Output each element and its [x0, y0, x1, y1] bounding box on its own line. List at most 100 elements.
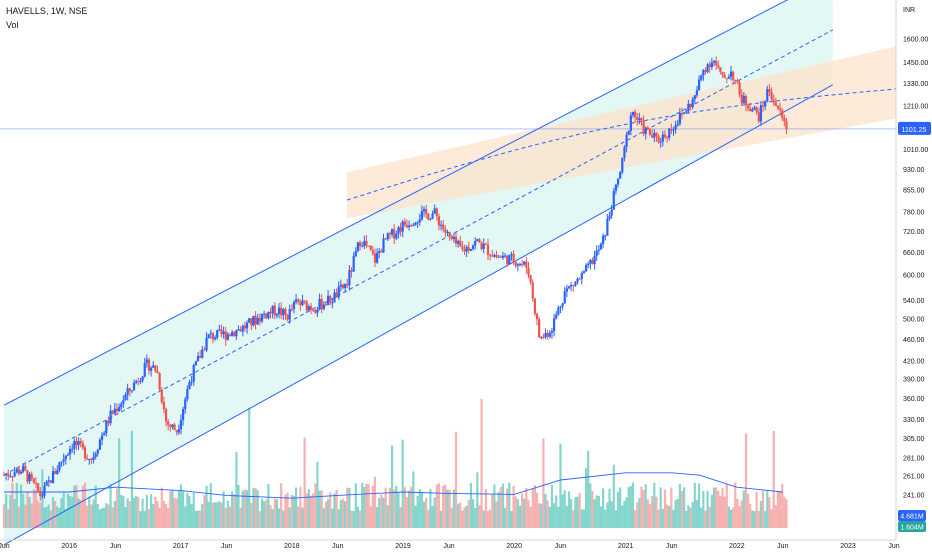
volume-bar [697, 483, 701, 528]
candle-body [476, 239, 479, 242]
volume-bar [614, 510, 618, 528]
candle-body [177, 429, 180, 433]
candle-body [280, 307, 283, 316]
volume-bar [674, 500, 677, 528]
volume-bar [224, 507, 227, 528]
volume-bar [621, 505, 624, 528]
candle-body [90, 458, 93, 460]
volume-bar [395, 485, 398, 528]
candle-body [380, 251, 383, 253]
candle-body [510, 254, 513, 256]
candle-body [17, 469, 21, 474]
volume-bar [322, 508, 325, 528]
volume-bar [350, 510, 353, 528]
volume-bar [280, 483, 283, 528]
volume-bar [708, 506, 711, 528]
candle-body [655, 132, 658, 137]
candle-body [186, 388, 189, 400]
candle-body [145, 359, 148, 364]
candle-body [395, 233, 398, 239]
y-tick-label: 600.00 [903, 273, 925, 280]
candle-body [702, 70, 705, 76]
volume-bar [11, 483, 14, 528]
candle-body [474, 241, 477, 246]
candle-body [354, 250, 357, 257]
volume-bar [39, 502, 42, 528]
volume-bar [616, 491, 620, 528]
candle-body [22, 465, 25, 472]
volume-bar [480, 398, 483, 528]
volume-bar [386, 505, 389, 528]
volume-bar [371, 485, 374, 528]
candle-body [570, 284, 573, 287]
volume-bar [68, 495, 72, 528]
x-tick-label: Jun [888, 543, 899, 550]
candle-body [83, 447, 87, 459]
volume-bar [128, 501, 131, 528]
volume-bar [265, 499, 268, 528]
candle-body [589, 259, 592, 264]
candle-body [19, 471, 23, 474]
candle-body [216, 330, 219, 338]
candle-body [493, 255, 496, 257]
volume-bar [390, 445, 394, 528]
volume-bar [66, 493, 70, 528]
candle-body [678, 113, 681, 124]
volume-bar [525, 488, 528, 528]
candle-body [190, 381, 193, 383]
candle-body [373, 253, 377, 263]
volume-bar [211, 502, 215, 528]
volume-bar [378, 497, 381, 528]
y-tick-label: 540.00 [903, 298, 925, 305]
candle-body [224, 331, 227, 340]
volume-bar [43, 507, 46, 528]
candle-body [282, 309, 285, 316]
volume-bar [766, 490, 769, 528]
volume-bar [623, 500, 626, 528]
volume-bar [376, 506, 379, 528]
volume-bar [755, 491, 758, 528]
candle-body [299, 301, 302, 306]
volume-bar [365, 483, 368, 528]
candle-body [286, 314, 289, 320]
volume-bar [167, 508, 170, 528]
candle-body [781, 110, 784, 118]
volume-bar [194, 510, 197, 528]
candle-body [199, 355, 202, 358]
volume-bar [245, 490, 249, 528]
volume-bar [141, 498, 144, 528]
candle-body [610, 209, 613, 216]
candle-body [37, 483, 40, 492]
candle-body [740, 94, 743, 104]
volume-bar [687, 505, 690, 528]
x-tick-label: Jun [555, 543, 566, 550]
volume-bar [209, 483, 212, 528]
candle-body [81, 443, 84, 448]
volume-bar [591, 491, 594, 528]
y-tick-label: 420.00 [903, 359, 925, 366]
candle-body [228, 334, 232, 336]
volume-bar [352, 511, 355, 528]
volume-bar [152, 504, 155, 528]
candle-body [152, 365, 155, 368]
candle-body [118, 407, 121, 412]
volume-bar [288, 507, 291, 528]
y-tick-label: 390.00 [903, 377, 925, 384]
volume-bar [723, 496, 726, 528]
candle-body [552, 318, 556, 332]
candle-body [15, 469, 18, 473]
y-tick-label: 261.00 [903, 473, 925, 480]
candle-body [757, 112, 760, 122]
volume-bar [474, 507, 477, 528]
candle-body [24, 465, 27, 471]
x-tick-label: Jun [0, 543, 10, 550]
volume-bar [521, 493, 524, 528]
x-tick-label: Jun [443, 543, 454, 550]
candle-body [267, 311, 270, 319]
volume-bar [273, 498, 276, 528]
volume-bar [604, 509, 607, 528]
volume-tag-label: 4.681M [900, 514, 924, 521]
volume-bar [459, 502, 462, 528]
